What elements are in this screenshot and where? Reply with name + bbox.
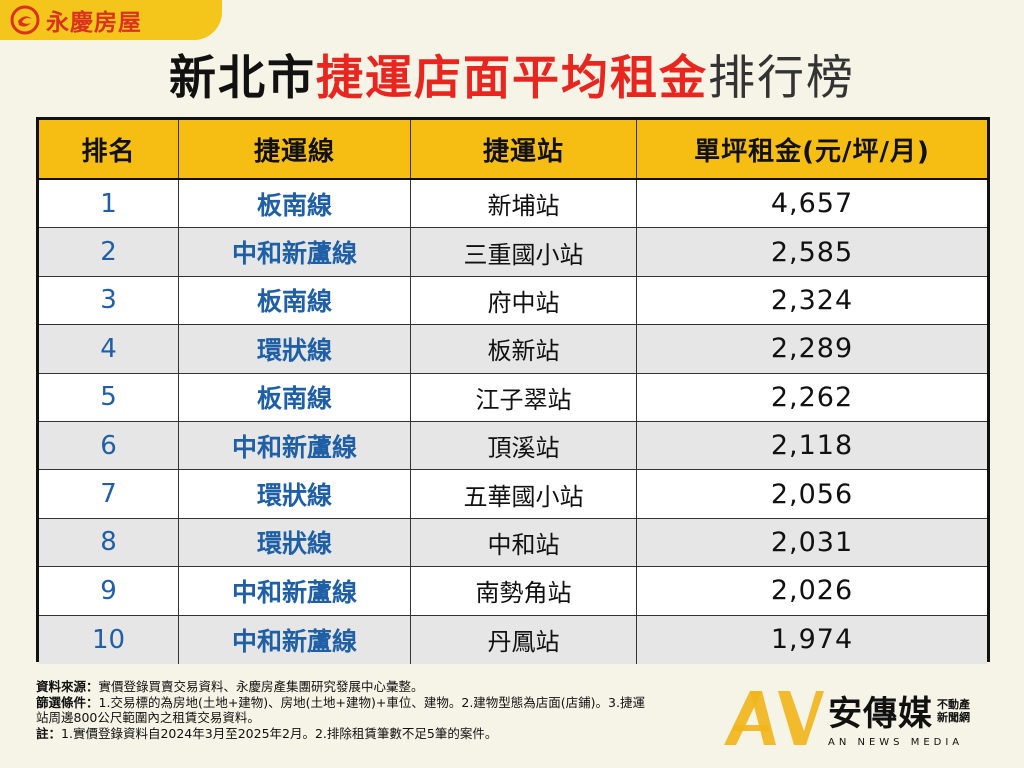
watermark-top: 安傳媒 不動產 新聞網 [828,686,970,735]
an-news-logo-icon [724,691,824,745]
rent-cell: 2,118 [770,430,854,462]
header-station: 捷運站 [411,120,637,178]
line-cell: 板南線 [179,180,411,228]
rent-cell: 2,026 [770,575,854,607]
rank-cell: 5 [39,373,179,421]
rank-cell: 2 [39,228,179,276]
note-label: 註： [36,725,62,741]
header-rent: 單坪租金(元/坪/月) [694,136,930,167]
rent-cell: 4,657 [770,188,854,220]
footnotes: 資料來源：實價登錄買賣交易資料、永慶房產集團研究發展中心彙整。 篩選條件：1.交… [36,679,736,741]
table-row: 7 環狀線 五華國小站 2,056 [39,470,987,519]
remark-note: 註：1.實價登錄資料自2024年3月至2025年2月。2.排除租賃筆數不足5筆的… [36,726,736,742]
watermark-sub-1: 不動產 [937,697,970,711]
station-cell: 中和站 [411,518,637,567]
line-cell: 環狀線 [179,325,411,373]
line-cell: 板南線 [179,373,411,421]
title-part-city: 新北市 [169,51,316,106]
filter-note: 篩選條件：1.交易標的為房地(土地+建物)、房地(土地+建物)+車位、建物。2.… [36,695,736,711]
station-cell: 江子翠站 [411,373,637,421]
watermark-sub: 不動產 新聞網 [937,698,970,724]
table-row: 9 中和新蘆線 南勢角站 2,026 [39,567,987,616]
source-label: 資料來源： [36,679,99,694]
table-row: 8 環狀線 中和站 2,031 [39,518,987,568]
rent-cell: 2,031 [770,526,854,558]
table-row: 4 環狀線 板新站 2,289 [39,325,987,374]
rent-cell: 2,289 [770,333,854,365]
table-row: 3 板南線 府中站 2,324 [39,276,987,326]
rent-cell: 1,974 [770,624,854,656]
watermark-english: AN NEWS MEDIA [828,737,964,748]
filter-text-2: 站周邊800公尺範圍內之租賃交易資料。 [36,710,260,725]
rank-cell: 4 [39,325,179,373]
table-row: 6 中和新蘆線 頂溪站 2,118 [39,421,987,471]
rank-cell: 9 [39,567,179,615]
watermark-text: 安傳媒 不動產 新聞網 AN NEWS MEDIA [828,686,970,748]
title-part-highlight: 捷運店面平均租金 [316,51,708,106]
note-text: 1.實價登錄資料自2024年3月至2025年2月。2.排除租賃筆數不足5筆的案件… [61,725,498,741]
filter-label: 篩選條件： [36,694,99,710]
station-cell: 三重國小站 [411,228,637,276]
header-line: 捷運線 [179,120,411,178]
rent-cell: 2,324 [770,284,854,316]
station-cell: 府中站 [411,276,637,325]
watermark: 安傳媒 不動產 新聞網 AN NEWS MEDIA [720,686,1010,748]
rent-cell: 2,056 [770,478,854,510]
source-note: 資料來源：實價登錄買賣交易資料、永慶房產集團研究發展中心彙整。 [36,679,736,695]
line-cell: 環狀線 [179,470,411,518]
table-row: 1 板南線 新埔站 4,657 [39,180,987,229]
filter-text-1: 1.交易標的為房地(土地+建物)、房地(土地+建物)+車位、建物。2.建物型態為… [98,694,645,710]
table-row: 2 中和新蘆線 三重國小站 2,585 [39,228,987,277]
filter-note-continued: 站周邊800公尺範圍內之租賃交易資料。 [36,710,736,726]
source-text: 實價登錄買賣交易資料、永慶房產集團研究發展中心彙整。 [98,679,424,694]
line-cell: 板南線 [179,276,411,325]
rank-cell: 6 [39,421,179,470]
brand-logo-icon [10,5,40,35]
line-cell: 環狀線 [179,518,411,567]
rent-cell: 2,585 [770,236,854,268]
station-cell: 板新站 [411,325,637,373]
station-cell: 新埔站 [411,180,637,228]
line-cell: 中和新蘆線 [179,615,411,664]
title-part-suffix: 排行榜 [708,51,855,106]
header-rank: 排名 [39,120,179,178]
rank-cell: 3 [39,276,179,325]
rank-cell: 1 [39,180,179,228]
station-cell: 五華國小站 [411,470,637,518]
table-row: 5 板南線 江子翠站 2,262 [39,373,987,422]
ranking-table: 排名 捷運線 捷運站 單坪租金(元/坪/月) 1 板南線 新埔站 4,657 2 中和新蘆… [36,117,990,664]
station-cell: 南勢角站 [411,567,637,615]
watermark-sub-2: 新聞網 [937,710,970,724]
station-cell: 丹鳳站 [411,615,637,664]
line-cell: 中和新蘆線 [179,421,411,470]
rent-cell: 2,262 [770,381,854,413]
table-body: 1 板南線 新埔站 4,657 2 中和新蘆線 三重國小站 2,585 3 板南線 府中站 2,324… [39,180,987,664]
table-header-row: 排名 捷運線 捷運站 單坪租金(元/坪/月) [39,120,987,180]
rank-cell: 10 [39,615,179,664]
page-title: 新北市捷運店面平均租金排行榜 [0,48,1024,110]
line-cell: 中和新蘆線 [179,228,411,276]
table-row: 10 中和新蘆線 丹鳳站 1,974 [39,615,987,664]
rank-cell: 7 [39,470,179,518]
brand-name: 永慶房屋 [46,10,142,36]
brand-tab: 永慶房屋 [0,0,222,40]
watermark-name: 安傳媒 [828,694,933,734]
line-cell: 中和新蘆線 [179,567,411,615]
rank-cell: 8 [39,518,179,567]
station-cell: 頂溪站 [411,421,637,470]
